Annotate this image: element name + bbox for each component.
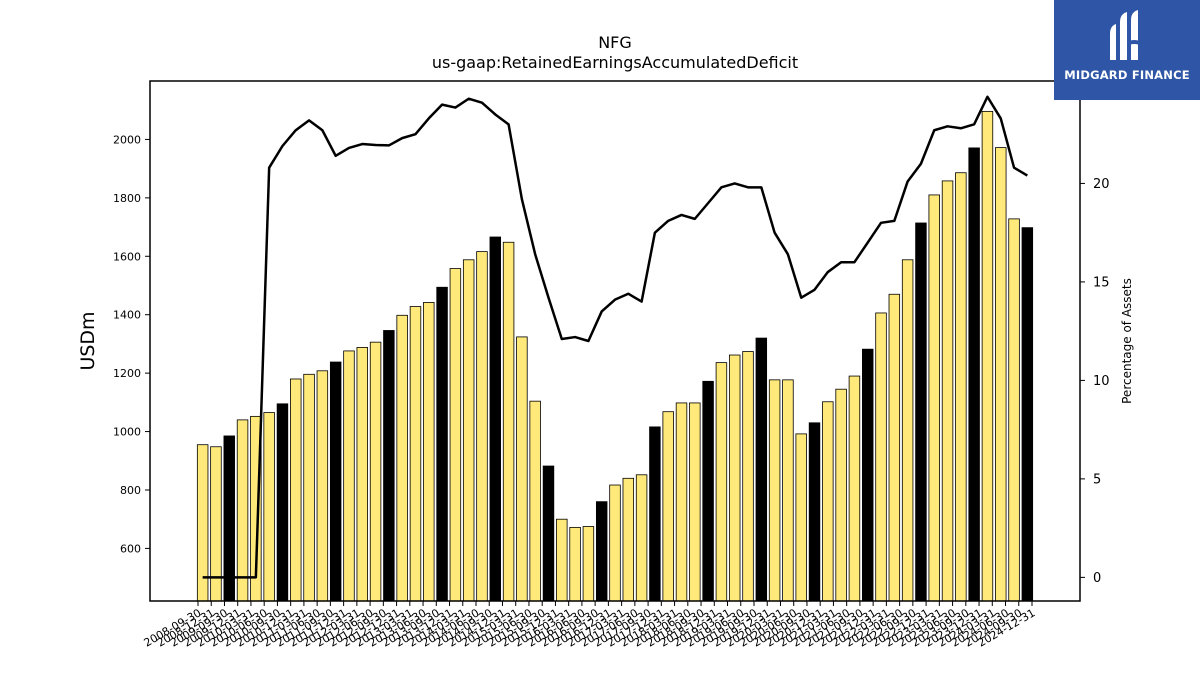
bar xyxy=(702,380,714,602)
bar xyxy=(290,378,302,602)
bar xyxy=(742,351,754,602)
bar xyxy=(396,314,408,602)
y2-tick-label: 5 xyxy=(1093,472,1101,487)
bar xyxy=(755,337,768,602)
bar xyxy=(303,373,315,602)
y2-tick-label: 10 xyxy=(1093,374,1110,389)
bar xyxy=(715,362,728,602)
bar xyxy=(848,375,861,602)
line-series xyxy=(202,95,1028,579)
chart-subtitle: us-gaap:RetainedEarningsAccumulatedDefic… xyxy=(432,53,798,72)
bar xyxy=(316,370,329,602)
y-tick-label: 600 xyxy=(120,542,141,555)
bar xyxy=(263,412,275,602)
chart-title: NFG xyxy=(598,33,632,52)
bar xyxy=(489,236,502,602)
bar xyxy=(1008,218,1020,602)
y-tick-label: 800 xyxy=(120,484,141,497)
bar xyxy=(928,194,940,602)
bar xyxy=(236,419,249,602)
bar xyxy=(436,286,448,602)
bar xyxy=(622,477,635,602)
y2-tick-label: 20 xyxy=(1093,177,1110,192)
bar xyxy=(329,361,342,602)
bar xyxy=(888,293,901,602)
brand-logo: MIDGARD FINANCE xyxy=(1054,0,1200,100)
bar xyxy=(556,518,568,602)
bar xyxy=(356,347,368,602)
bar xyxy=(569,526,581,602)
bar xyxy=(795,433,807,602)
y-tick-label: 1000 xyxy=(113,426,141,439)
bar xyxy=(449,268,462,602)
bar xyxy=(516,336,528,602)
y2-tick-label: 15 xyxy=(1093,275,1110,290)
bar xyxy=(995,147,1007,602)
bar xyxy=(383,330,395,602)
bar xyxy=(462,259,475,602)
bar xyxy=(981,110,994,602)
y2-axis-label: Percentage of Assets xyxy=(1120,278,1134,404)
bar xyxy=(662,411,674,602)
y-axis-label: USDm xyxy=(77,311,99,370)
bar xyxy=(369,341,382,602)
bar xyxy=(542,465,555,602)
bar xyxy=(782,379,794,602)
bar xyxy=(875,312,887,602)
bar xyxy=(423,302,435,602)
y-tick-label: 1400 xyxy=(113,309,141,322)
bar xyxy=(915,222,927,602)
bar xyxy=(862,348,874,602)
bar xyxy=(955,172,967,602)
bar xyxy=(822,401,834,602)
y-axis-right: 0 5 10 15 20 xyxy=(1080,177,1110,586)
y-tick-label: 1800 xyxy=(113,192,141,205)
bar-series xyxy=(196,110,1034,602)
bar xyxy=(276,403,289,602)
bar xyxy=(768,379,781,602)
bar xyxy=(502,241,515,602)
y-axis-left: 600 800 1000 1200 1400 1600 1800 2000 xyxy=(113,133,150,555)
bar xyxy=(941,180,954,602)
plot-frame xyxy=(149,80,1081,602)
bar xyxy=(609,484,621,602)
x-axis: 2008-09-302008-12-312009-09-302009-12-31… xyxy=(142,601,1038,650)
bar xyxy=(808,422,821,602)
y-tick-label: 2000 xyxy=(113,133,141,146)
bar xyxy=(901,259,914,602)
y-tick-label: 1200 xyxy=(113,367,141,380)
bar xyxy=(529,400,541,602)
bar xyxy=(728,354,741,602)
midgard-logo-icon xyxy=(1110,10,1142,60)
bar xyxy=(635,474,648,602)
bar xyxy=(689,402,701,602)
logo-text: MIDGARD FINANCE xyxy=(1064,68,1190,82)
bar xyxy=(675,402,688,602)
bar xyxy=(595,501,608,602)
bar xyxy=(343,350,355,602)
bar xyxy=(582,526,595,602)
bar xyxy=(649,426,661,602)
bar xyxy=(476,251,488,602)
y2-tick-label: 0 xyxy=(1093,571,1101,586)
bar xyxy=(409,306,422,602)
bar xyxy=(835,388,847,602)
bar xyxy=(1021,227,1034,602)
y-tick-label: 1600 xyxy=(113,250,141,263)
bar xyxy=(968,147,980,602)
line-percentage-of-assets xyxy=(202,95,1028,579)
